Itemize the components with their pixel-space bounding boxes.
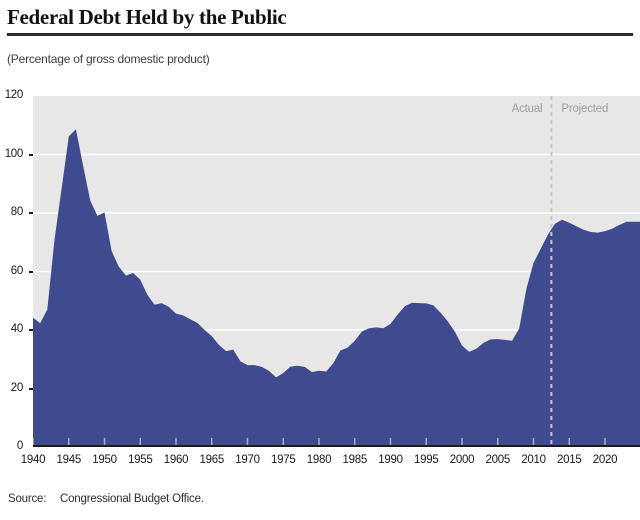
page-title: Federal Debt Held by the Public xyxy=(7,5,287,29)
source-text: Congressional Budget Office. xyxy=(60,493,204,505)
debt-area-chart-svg xyxy=(33,96,640,447)
x-axis-label: 2010 xyxy=(521,454,546,466)
y-axis-label: 20 xyxy=(10,381,24,394)
y-axis-tick xyxy=(29,270,33,273)
x-axis-label: 2015 xyxy=(557,454,582,466)
x-axis-label: 1955 xyxy=(128,454,153,466)
x-axis-label: 1995 xyxy=(414,454,439,466)
x-axis-line xyxy=(33,445,640,447)
y-axis-tick xyxy=(29,387,33,390)
x-axis-label: 2000 xyxy=(449,454,475,466)
y-axis-label: 100 xyxy=(4,147,24,160)
y-axis-label: 80 xyxy=(10,206,24,218)
debt-area-series xyxy=(33,129,640,447)
title-rule xyxy=(7,33,633,36)
y-axis-label: 60 xyxy=(10,264,24,277)
chart-subtitle: (Percentage of gross domestic product) xyxy=(7,52,210,66)
y-axis-tick xyxy=(29,329,33,331)
x-axis-label: 1970 xyxy=(235,454,260,466)
x-axis-label: 2005 xyxy=(485,454,511,466)
x-axis-label: 1940 xyxy=(20,454,46,466)
chart-plot-area xyxy=(33,96,640,447)
actual-label: Actual xyxy=(511,103,543,115)
x-axis-label: 1985 xyxy=(342,454,368,466)
y-axis-label: 0 xyxy=(16,440,23,452)
x-axis-label: 1980 xyxy=(306,454,332,466)
source-label: Source: xyxy=(8,493,47,505)
x-axis-label: 1960 xyxy=(163,454,189,466)
x-axis-label: 1950 xyxy=(92,454,117,466)
x-axis-label: 1990 xyxy=(378,454,403,466)
y-axis-tick xyxy=(29,153,33,156)
x-axis-label: 1965 xyxy=(199,454,225,466)
x-axis-label: 1945 xyxy=(56,454,82,466)
source-line: Source: Congressional Budget Office. xyxy=(8,493,204,505)
x-axis-label: 1975 xyxy=(271,454,296,466)
y-axis-tick xyxy=(29,212,33,214)
y-axis-label: 40 xyxy=(10,323,24,335)
y-axis-label: 120 xyxy=(4,89,24,101)
projected-label: Projected xyxy=(561,103,609,115)
x-axis-label: 2020 xyxy=(592,454,618,466)
